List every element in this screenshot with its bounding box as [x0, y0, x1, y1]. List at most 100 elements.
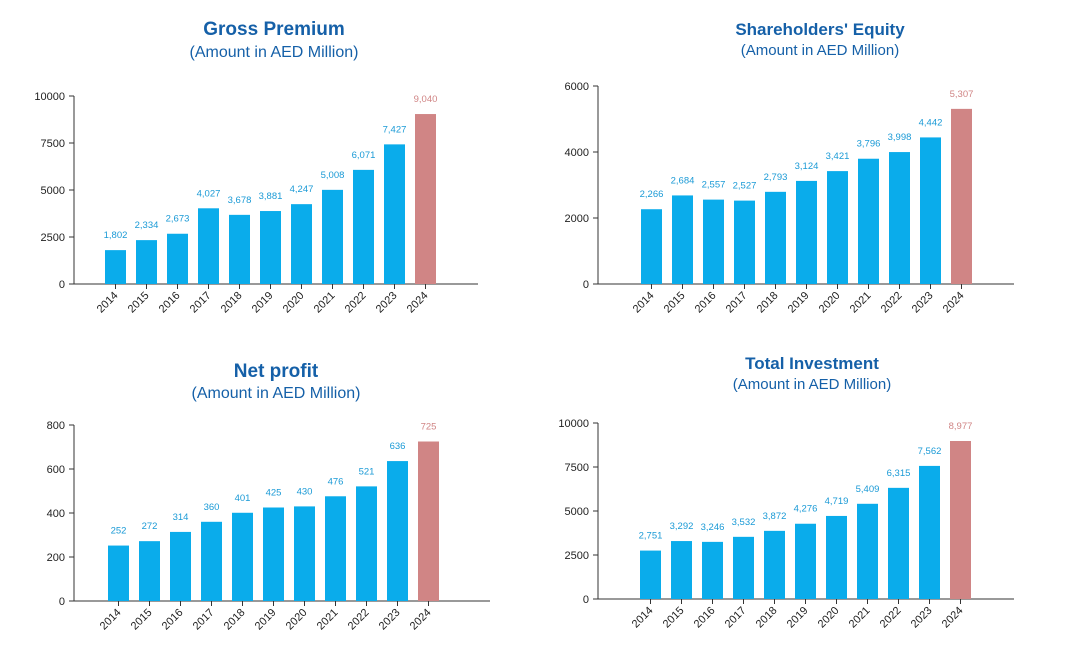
- x-tick-label: 2014: [631, 290, 657, 316]
- x-tick-label: 2014: [98, 607, 124, 633]
- data-label: 8,977: [949, 421, 973, 432]
- data-label: 1,802: [104, 230, 128, 241]
- data-label: 2,557: [702, 180, 726, 191]
- bar-chart-plot: 0 200 400 600 800 2014 252 2015 272 2016 314 2017 36…: [47, 420, 490, 633]
- bar: [795, 523, 816, 599]
- data-label: 7,427: [383, 124, 407, 135]
- chart-title: Net profit: [233, 361, 319, 382]
- chart-net-profit: Net profit (Amount in AED Million) 0 200 4…: [0, 336, 536, 672]
- data-label: 2,334: [135, 220, 159, 231]
- y-tick-label: 5000: [565, 506, 589, 518]
- y-tick-label: 2500: [565, 550, 589, 562]
- data-label: 314: [173, 512, 189, 523]
- data-label: 360: [204, 502, 220, 513]
- x-tick-label: 2020: [284, 607, 310, 633]
- bar: [384, 144, 405, 284]
- bar: [827, 171, 848, 284]
- y-tick-label: 0: [583, 279, 589, 291]
- x-tick-label: 2024: [405, 290, 431, 316]
- chart-subtitle: (Amount in AED Million): [732, 376, 892, 393]
- data-label: 425: [266, 488, 282, 499]
- bar: [733, 536, 754, 599]
- bar: [765, 191, 786, 284]
- bar-highlight: [951, 108, 972, 284]
- x-tick-label: 2014: [630, 605, 656, 631]
- data-label: 3,678: [228, 195, 252, 206]
- bar: [136, 240, 157, 284]
- bar: [857, 503, 878, 599]
- data-label: 3,881: [259, 191, 283, 202]
- bar: [672, 195, 693, 284]
- x-tick-label: 2017: [191, 607, 217, 633]
- bar: [356, 486, 377, 601]
- y-tick-label: 400: [47, 508, 65, 520]
- data-label: 3,292: [670, 521, 694, 532]
- data-label: 4,276: [794, 504, 818, 515]
- data-label: 3,796: [857, 139, 881, 150]
- chart-subtitle: (Amount in AED Million): [740, 42, 900, 59]
- data-label: 6,071: [352, 150, 376, 161]
- bar: [201, 521, 222, 601]
- chart-gross-premium: Gross Premium (Amount in AED Million) 0 2…: [0, 0, 536, 336]
- bar: [641, 209, 662, 284]
- bar: [139, 541, 160, 601]
- data-label: 3,998: [888, 132, 912, 143]
- chart-title: Shareholders' Equity: [735, 20, 905, 39]
- bar: [889, 152, 910, 284]
- x-tick-label: 2015: [661, 605, 687, 631]
- data-label: 4,027: [197, 188, 221, 199]
- y-tick-label: 800: [47, 420, 65, 432]
- x-tick-label: 2019: [253, 607, 279, 633]
- bar: [734, 200, 755, 284]
- y-tick-label: 5000: [41, 185, 65, 197]
- data-label: 476: [328, 476, 344, 487]
- y-tick-label: 0: [59, 596, 65, 608]
- bar: [105, 250, 126, 284]
- data-label: 5,307: [950, 89, 974, 100]
- bar-chart-plot: 0 2000 4000 6000 2014 2,266 2015 2,684 2016 2,557…: [565, 81, 1014, 316]
- data-label: 4,719: [825, 496, 849, 507]
- x-tick-label: 2021: [848, 290, 874, 316]
- bar: [920, 137, 941, 284]
- data-label: 5,008: [321, 170, 345, 181]
- y-tick-label: 0: [583, 594, 589, 606]
- bar: [858, 158, 879, 284]
- x-tick-label: 2017: [188, 290, 214, 316]
- chart-title: Total Investment: [745, 354, 879, 373]
- x-tick-label: 2020: [281, 290, 307, 316]
- data-label: 272: [142, 521, 158, 532]
- data-label: 3,532: [732, 517, 756, 528]
- y-tick-label: 2500: [41, 232, 65, 244]
- bar-highlight: [415, 114, 436, 284]
- bar-chart-plot: 0 2500 5000 7500 10000 2014 1,802 2015 2,334 2016…: [34, 91, 478, 316]
- bar: [170, 531, 191, 601]
- bar: [325, 496, 346, 601]
- x-tick-label: 2016: [157, 290, 183, 316]
- bar: [640, 550, 661, 599]
- chart-shareholders-equity: Shareholders' Equity (Amount in AED Mill…: [536, 0, 1072, 336]
- data-label: 5,409: [856, 484, 880, 495]
- y-tick-label: 10000: [558, 418, 589, 430]
- bar: [294, 506, 315, 601]
- x-tick-label: 2018: [755, 290, 781, 316]
- data-label: 3,421: [826, 151, 850, 162]
- x-tick-label: 2019: [250, 290, 276, 316]
- data-label: 636: [390, 441, 406, 452]
- x-tick-label: 2022: [879, 290, 905, 316]
- bar: [671, 541, 692, 599]
- y-tick-label: 6000: [565, 81, 589, 93]
- bar: [919, 465, 940, 599]
- data-label: 3,872: [763, 511, 787, 522]
- x-tick-label: 2022: [346, 607, 372, 633]
- x-tick-label: 2022: [343, 290, 369, 316]
- data-label: 6,315: [887, 468, 911, 479]
- x-tick-label: 2019: [785, 605, 811, 631]
- x-tick-label: 2023: [377, 607, 403, 633]
- bar: [167, 233, 188, 284]
- x-tick-label: 2018: [222, 607, 248, 633]
- y-tick-label: 7500: [41, 138, 65, 150]
- x-tick-label: 2024: [940, 605, 966, 631]
- x-tick-label: 2015: [126, 290, 152, 316]
- bar: [322, 189, 343, 284]
- y-tick-label: 4000: [565, 147, 589, 159]
